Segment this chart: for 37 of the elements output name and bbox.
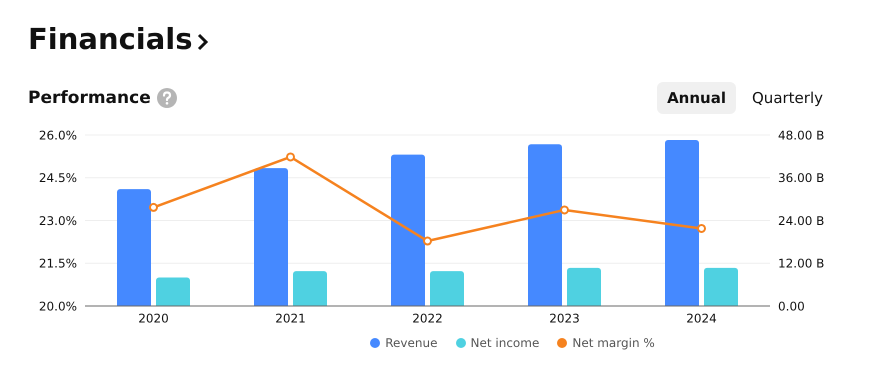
text: Quarterly (751, 88, 824, 109)
text: Annual (657, 82, 736, 114)
bar (117, 189, 151, 306)
y-tick-label: 20.0% (38, 299, 77, 314)
bar (293, 271, 327, 306)
bar (704, 268, 738, 306)
chart-title: Financials (28, 22, 193, 56)
bar (254, 168, 288, 306)
y2-tick-label: 12.00 B (778, 256, 824, 271)
point (697, 224, 706, 233)
x-tick-label: 2024 (686, 312, 717, 326)
point (149, 202, 158, 212)
y2-tick-label: 36.00 B (778, 171, 824, 186)
y-tick-label: 26.0% (38, 128, 77, 142)
bar (430, 271, 464, 306)
x-tick-label: 2023 (549, 312, 580, 326)
y2-tick-label: 0.00 (778, 299, 805, 314)
y-tick-label: 24.5% (38, 171, 77, 186)
point (560, 205, 569, 214)
bar (391, 154, 425, 306)
y-tick-label: 23.0% (38, 214, 77, 228)
point (423, 236, 432, 246)
bar (528, 144, 562, 306)
bar (156, 278, 190, 306)
legend-label: Net margin % (572, 336, 655, 350)
y2-tick-label: 24.00 B (778, 214, 824, 228)
legend-label: Net income (470, 336, 540, 350)
point (286, 152, 295, 162)
x-tick-label: 2020 (138, 312, 169, 326)
y2-tick-label: 48.00 B (778, 128, 824, 142)
bar (665, 140, 699, 306)
x-tick-label: 2021 (275, 312, 306, 326)
chart-subtitle: Performance (28, 88, 151, 108)
y-tick-label: 21.5% (38, 256, 77, 271)
bar (567, 268, 601, 306)
x-tick-label: 2022 (412, 312, 443, 326)
legend-label: Revenue (385, 336, 438, 350)
